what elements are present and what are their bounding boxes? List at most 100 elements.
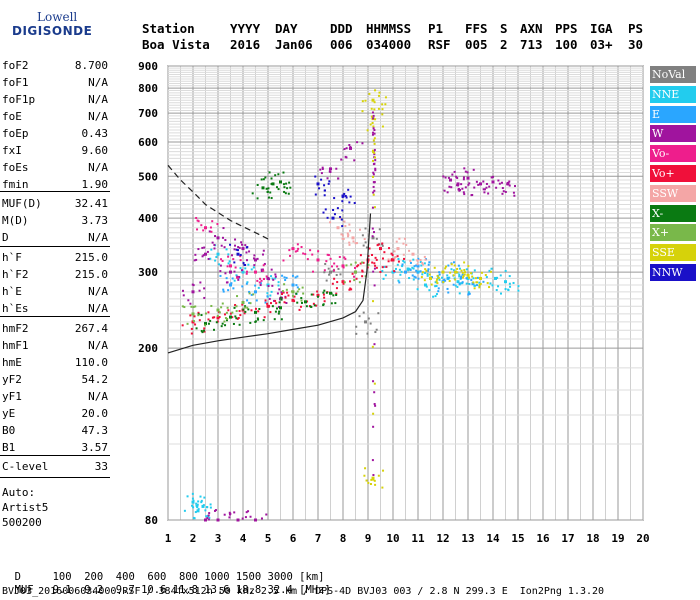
echo-dot xyxy=(285,182,288,185)
echo-dot xyxy=(321,167,324,170)
echo-dot xyxy=(343,256,346,259)
x-tick-label: 13 xyxy=(461,532,474,545)
echo-dot xyxy=(243,264,246,267)
data-point xyxy=(316,258,320,262)
echo-dot xyxy=(420,264,423,267)
echo-dot xyxy=(366,332,369,335)
echo-dot xyxy=(279,296,282,299)
auto-code: 500200 xyxy=(2,516,42,529)
data-point xyxy=(229,270,232,274)
data-point xyxy=(229,315,232,319)
echo-dot xyxy=(411,266,414,269)
echo-dot xyxy=(200,314,203,317)
echo-dot xyxy=(233,511,236,514)
echo-dot xyxy=(453,264,456,267)
echo-dot xyxy=(220,258,223,261)
echo-dot xyxy=(304,253,307,256)
streak-dot xyxy=(373,137,376,140)
echo-dot xyxy=(238,246,241,249)
echo-dot xyxy=(377,474,380,477)
echo-dot xyxy=(262,278,265,281)
echo-dot xyxy=(262,319,265,322)
echo-dot xyxy=(463,167,466,170)
data-point xyxy=(471,282,475,286)
echo-dot xyxy=(348,288,351,291)
header-col-4: HHMMSS xyxy=(366,21,412,36)
x-tick-label: 20 xyxy=(636,532,649,545)
echo-dot xyxy=(236,275,239,278)
echo-dot xyxy=(464,186,467,189)
param-name: h`F2 xyxy=(2,268,29,281)
param-value: 0.43 xyxy=(81,127,109,140)
data-point xyxy=(391,258,395,262)
echo-dot xyxy=(420,276,423,279)
echo-dot xyxy=(472,281,475,284)
echo-dot xyxy=(191,492,194,495)
echo-dot xyxy=(195,327,198,330)
echo-dot xyxy=(397,279,400,282)
echo-dot xyxy=(206,517,209,520)
echo-dot xyxy=(282,171,285,174)
data-point xyxy=(254,270,257,274)
x-tick-label: 6 xyxy=(290,532,297,545)
echo-dot xyxy=(262,264,265,267)
echo-dot xyxy=(397,260,400,263)
data-point xyxy=(271,182,275,186)
param-name: h`F xyxy=(2,251,22,264)
echo-dot xyxy=(256,183,259,186)
echo-dot xyxy=(232,322,235,325)
echo-dot xyxy=(426,272,429,275)
streak-dot xyxy=(372,425,375,428)
data-point xyxy=(449,178,452,182)
data-point xyxy=(266,283,270,287)
y-tick-label: 80 xyxy=(145,514,158,527)
param-row: foEs N/A xyxy=(2,161,108,179)
echo-dot xyxy=(258,307,261,310)
echo-dot xyxy=(445,265,448,268)
echo-dot xyxy=(283,190,286,193)
echo-dot xyxy=(225,277,228,280)
echo-dot xyxy=(512,191,515,194)
param-value: N/A xyxy=(88,231,108,244)
data-point xyxy=(204,322,207,326)
data-point xyxy=(204,252,207,256)
echo-dot xyxy=(192,284,195,287)
echo-dot xyxy=(305,305,308,308)
streak-dot xyxy=(373,382,376,385)
echo-dot xyxy=(270,268,273,271)
data-point xyxy=(316,293,320,297)
echo-dot xyxy=(207,258,210,261)
echo-dot xyxy=(364,99,367,102)
echo-dot xyxy=(241,243,244,246)
param-name: yE xyxy=(2,407,16,420)
echo-dot xyxy=(371,253,374,256)
echo-dot xyxy=(402,259,405,262)
x-tick-label: 9 xyxy=(365,532,372,545)
echo-dot xyxy=(467,183,470,186)
echo-dot xyxy=(461,281,464,284)
data-point xyxy=(304,300,307,304)
echo-dot xyxy=(244,310,247,313)
header-val-0: Boa Vista xyxy=(142,37,210,52)
echo-dot xyxy=(225,311,228,314)
data-point xyxy=(364,320,367,324)
echo-dot xyxy=(274,275,277,278)
streak-dot xyxy=(372,151,375,154)
echo-dot xyxy=(461,276,464,279)
echo-dot xyxy=(282,259,285,262)
echo-dot xyxy=(322,293,325,296)
echo-dot xyxy=(249,302,252,305)
y-tick-label: 400 xyxy=(138,212,158,225)
echo-dot xyxy=(235,248,238,251)
echo-dot xyxy=(340,218,343,221)
echo-dot xyxy=(202,229,205,232)
echo-dot xyxy=(345,147,348,150)
echo-dot xyxy=(229,312,232,315)
echo-dot xyxy=(424,272,427,275)
echo-dot xyxy=(358,315,361,318)
echo-dot xyxy=(322,304,325,307)
echo-dot xyxy=(210,230,213,233)
echo-dot xyxy=(369,123,372,126)
echo-dot xyxy=(354,261,357,264)
echo-dot xyxy=(348,223,351,226)
